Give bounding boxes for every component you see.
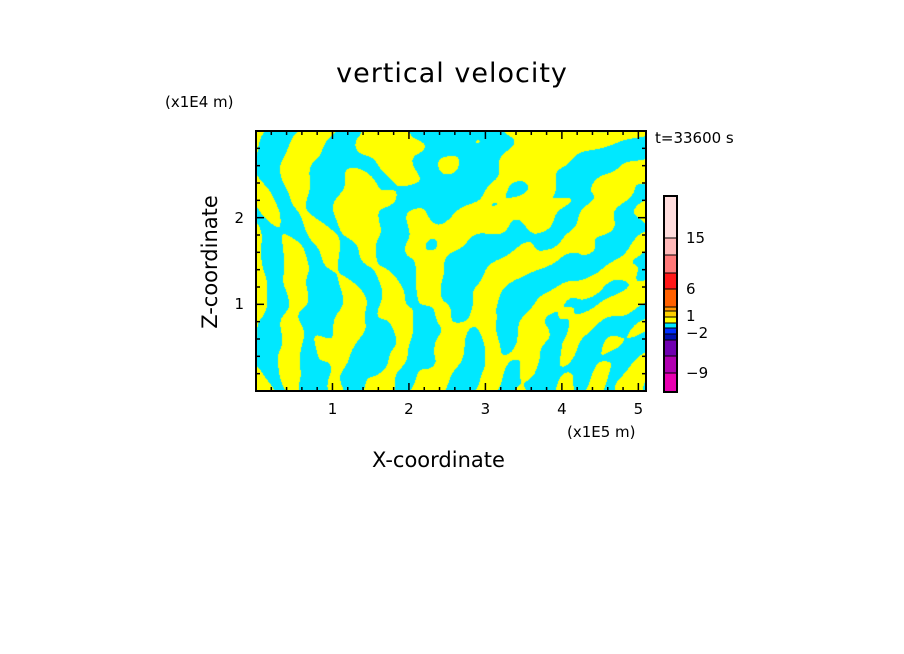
plot-frame: [255, 130, 647, 392]
colorbar-segment: [663, 339, 678, 357]
x-axis-label: X-coordinate: [372, 448, 505, 472]
colorbar-label: 1: [686, 307, 696, 325]
colorbar-segment: [663, 333, 678, 341]
time-label: t=33600 s: [655, 129, 734, 147]
y-tick-label: 1: [234, 295, 244, 314]
colorbar-label: −2: [686, 324, 709, 342]
x-tick-label: 1: [327, 400, 338, 418]
x-tick-label: 2: [404, 400, 414, 418]
colorbar-segment: [663, 254, 678, 274]
colorbar-label: 6: [686, 280, 696, 298]
colorbar-segment: [663, 372, 678, 393]
colorbar-label: 15: [686, 229, 706, 247]
y-unit-label: (x1E4 m): [165, 93, 234, 111]
x-tick-label: 5: [633, 400, 644, 418]
colorbar-segment: [663, 237, 678, 256]
x-unit-label: (x1E5 m): [567, 423, 636, 441]
x-tick-label: 3: [480, 400, 491, 418]
colorbar-segment: [663, 310, 678, 318]
colorbar-frame: [663, 195, 678, 393]
colorbar-segment: [663, 327, 678, 335]
colorbar-segment: [663, 195, 678, 239]
y-tick-label: 2: [234, 208, 244, 227]
colorbar-segment: [663, 355, 678, 374]
colorbar-segment: [663, 322, 678, 329]
velocity-field: [256, 131, 646, 391]
colorbar-segment: [663, 316, 678, 324]
x-tick-label: 4: [557, 400, 567, 418]
colorbar-segment: [663, 272, 678, 290]
colorbar-segment: [663, 306, 678, 312]
chart-title: vertical velocity: [336, 58, 568, 89]
colorbar-segment: [663, 288, 678, 308]
colorbar-label: −9: [686, 364, 709, 382]
